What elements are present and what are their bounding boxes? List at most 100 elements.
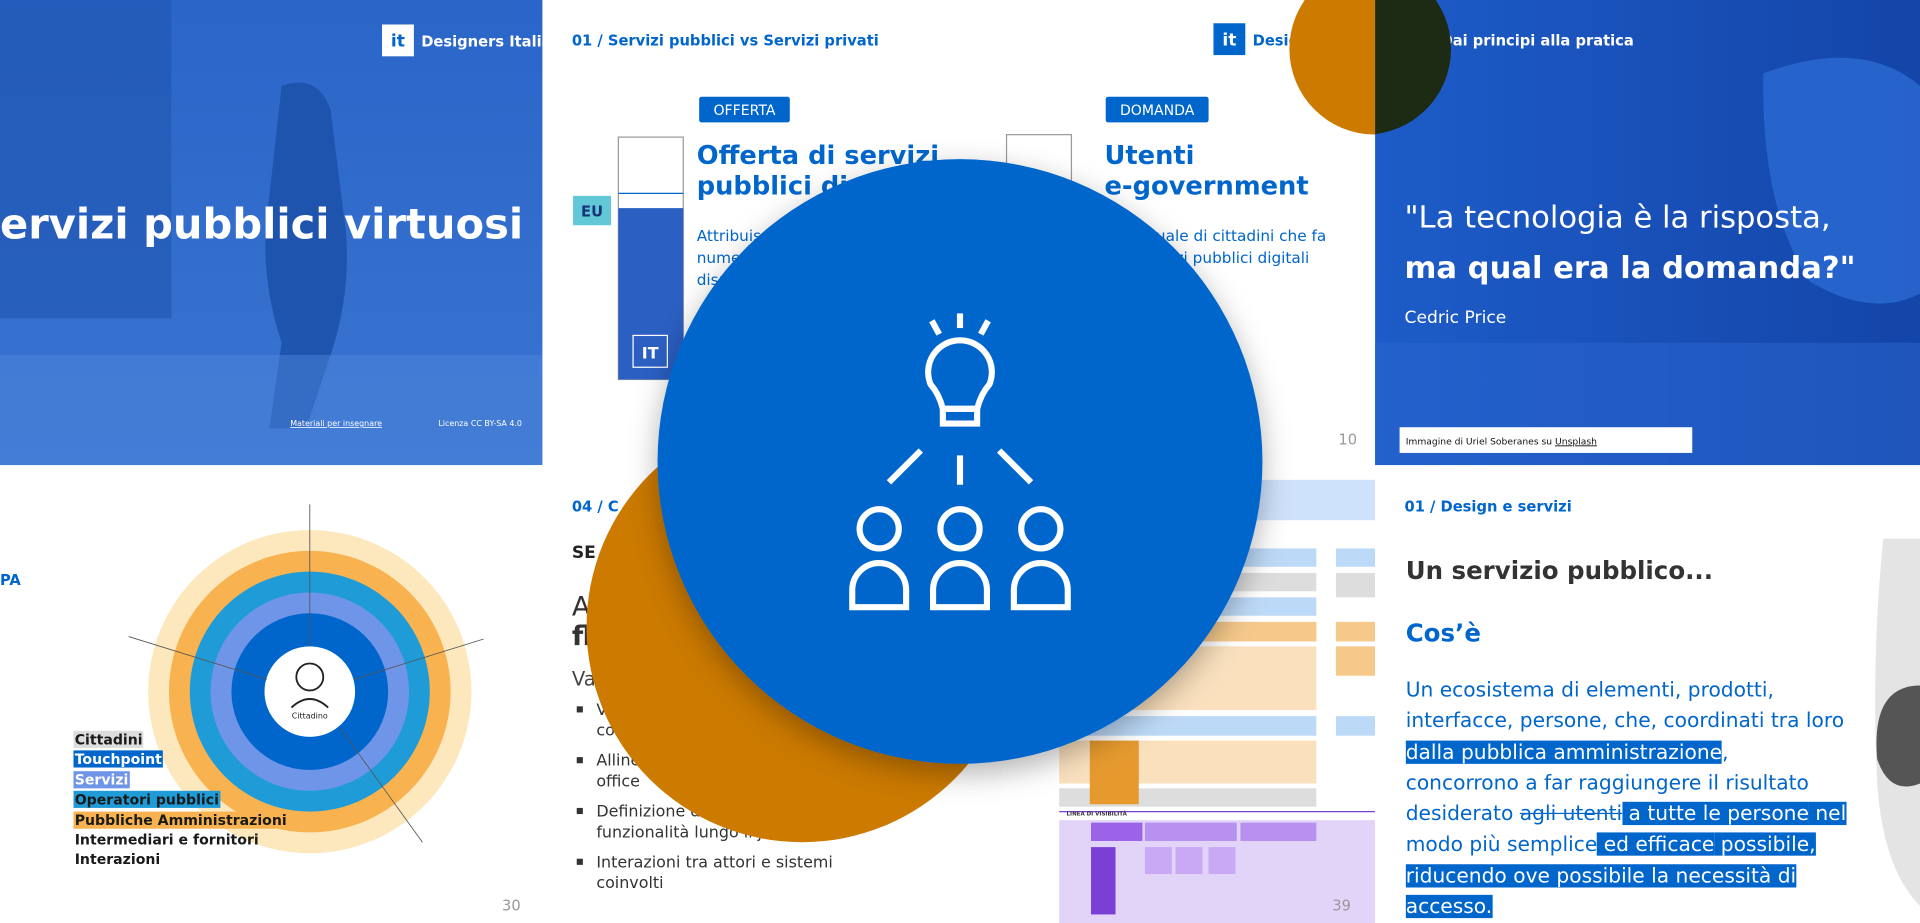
text-segment: riducendo ove possibile la necessità di: [1405, 863, 1797, 888]
overlap: [1375, 0, 1451, 135]
text-line: co: [596, 721, 614, 740]
rect: [1335, 621, 1376, 642]
text-segment: ed efficace: [1597, 833, 1715, 857]
heading: Un servizio pubblico...: [1406, 556, 1713, 585]
paragraph-box: Un ecosistema di elementi, prodotti, inte…: [1405, 675, 1871, 923]
text-segment: interfacce, persone, che, coordinati tra…: [1405, 709, 1845, 733]
section-label: 04 / C: [572, 499, 619, 516]
text-segment: desiderato: [1405, 802, 1520, 826]
text-segment: accesso.: [1405, 894, 1493, 919]
tag-text: OFFERTA: [713, 103, 775, 119]
icon: [849, 313, 1071, 611]
tag: [1105, 96, 1209, 123]
slide-3: 03 / Dai principi alla pratica "La tecno…: [1375, 0, 1920, 466]
text-segment: a tutte le persone: [1622, 802, 1809, 826]
text-segment: ,: [1722, 740, 1729, 764]
path: [930, 560, 990, 611]
text-segment: nel: [1808, 802, 1847, 826]
text-line: Utenti: [1104, 141, 1194, 171]
rect: [1091, 847, 1116, 915]
ring-center: [264, 646, 356, 737]
rect: [1208, 847, 1236, 875]
line: [353, 638, 484, 680]
path: [1010, 560, 1071, 611]
tag: [699, 96, 790, 123]
credit-link: Unsplash: [1555, 436, 1597, 447]
circle: [937, 506, 983, 552]
paragraph-line: dalla pubblica amministrazione,: [1405, 736, 1871, 767]
legend-item: Cittadini: [73, 730, 144, 748]
paragraph-line: modo più semplice ed efficace possibile,: [1406, 829, 1871, 860]
circle-orange-top: [1289, 0, 1376, 135]
text-line: Attribuisc: [697, 227, 770, 245]
text-line: office: [596, 772, 640, 791]
legend-item: Pubbliche Amministrazioni: [73, 811, 288, 829]
text-segment: modo più semplice: [1405, 833, 1598, 857]
logo-mark: [1213, 23, 1246, 56]
bullet: [576, 858, 583, 865]
subheading: Cos’è: [1406, 618, 1481, 647]
credit: Immagine di Uriel Soberanes su Unsplash: [1406, 436, 1597, 447]
footer-license: Licenza CC BY-SA 4.0: [438, 419, 522, 428]
rect: [1240, 822, 1317, 841]
line: [128, 636, 268, 680]
slide-title: ervizi pubblici virtuosi: [0, 200, 523, 249]
body-text: uale di cittadini che fa rvizi pubblici d…: [1156, 227, 1326, 267]
paragraph-line: riducendo ove possibile la necessità di: [1405, 860, 1871, 891]
page-number: 39: [1332, 898, 1351, 915]
footer-link: Materiali per insegnare: [290, 419, 382, 428]
rect: [1144, 822, 1237, 841]
text-line: uale di cittadini che fa: [1156, 227, 1326, 245]
bullet: [576, 757, 583, 764]
rect: [1175, 847, 1203, 875]
visibility-line: LINEA DI VISIBILITÀ: [1067, 810, 1128, 817]
paragraph-line: interfacce, persone, che, coordinati tra…: [1406, 705, 1871, 736]
page-number: 30: [502, 898, 521, 915]
logo-mark: [382, 24, 414, 57]
line: [886, 448, 923, 485]
heading: Utenti e-government: [1104, 141, 1308, 202]
legend-item: Servizi: [73, 770, 130, 789]
rect: [1089, 740, 1139, 805]
photo-shape: [0, 0, 172, 319]
text-line: rvizi pubblici digitali: [1156, 249, 1309, 267]
text-segment: concorrono a far raggiungere il risultat…: [1405, 771, 1809, 795]
photo-person: [265, 82, 347, 429]
paragraph: Un ecosistema di elementi, prodotti, inte…: [1405, 675, 1871, 923]
text-segment: Un ecosistema di elementi, prodotti,: [1405, 678, 1774, 702]
bullet: [576, 706, 583, 713]
paragraph-line: concorrono a far raggiungere il risultat…: [1406, 767, 1871, 798]
path: [925, 337, 995, 412]
section-label: 03 / Dai principi alla pratica: [1404, 32, 1633, 49]
photo-headset: [1763, 57, 1920, 304]
bullet-text: Interazioni tra attori e sistemi coinvolt…: [596, 852, 833, 892]
credit-text: Immagine di Uriel Soberanes su: [1406, 436, 1555, 447]
rect: [1144, 847, 1172, 875]
paragraph-line: accesso.: [1405, 891, 1871, 922]
line: [997, 448, 1034, 485]
bar-fill: [618, 208, 684, 380]
legend-row: Operatori pubblici: [73, 790, 342, 810]
legend: Cittadini Touchpoint Servizi Operatori pubb…: [73, 730, 342, 871]
center-label: Cittadino: [292, 712, 328, 721]
photo-ground: [0, 355, 543, 466]
circle-dark: [1375, 0, 1451, 135]
tag-text: DOMANDA: [1120, 103, 1195, 119]
rect: [1091, 822, 1143, 841]
quote-author: Cedric Price: [1404, 308, 1506, 328]
legend-item: Operatori pubblici: [73, 791, 221, 809]
logo-text: Designers Italia: [421, 34, 551, 51]
section-label: 01 / Design e servizi: [1404, 499, 1571, 516]
rect: [1335, 548, 1376, 567]
rect: [1335, 572, 1376, 598]
avatar-body: [290, 698, 329, 709]
circle: [856, 506, 902, 552]
text-line: A: [572, 592, 591, 623]
legend-row: Servizi: [73, 770, 342, 790]
path: [849, 560, 910, 611]
text-segment: dalla pubblica amministrazione: [1405, 740, 1723, 764]
legend-item: Interazioni: [74, 851, 161, 869]
logo-mark-text: it: [391, 32, 405, 52]
